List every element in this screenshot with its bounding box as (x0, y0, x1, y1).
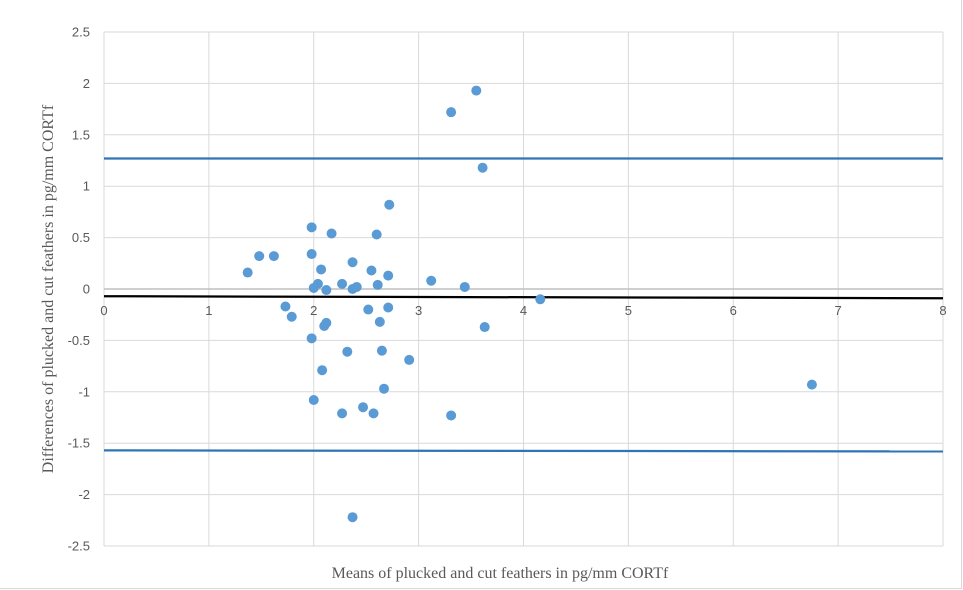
data-point (368, 408, 379, 419)
y-tick-label: 1 (83, 179, 90, 194)
data-point (268, 251, 279, 262)
x-tick-label: 4 (520, 303, 527, 318)
data-point (280, 301, 291, 312)
y-tick-label: 2 (83, 76, 90, 91)
data-point (426, 275, 437, 286)
data-point (312, 278, 323, 289)
x-tick-label: 0 (100, 303, 107, 318)
y-tick-label: -1 (78, 384, 90, 399)
data-point (477, 162, 488, 173)
y-axis-title: Differences of plucked and cut feathers … (40, 104, 57, 473)
data-point (317, 365, 328, 376)
y-tick-label: -1.5 (68, 436, 90, 451)
x-tick-label: 3 (415, 303, 422, 318)
x-tick-label: 5 (625, 303, 632, 318)
data-point (351, 281, 362, 292)
data-point (347, 512, 358, 523)
data-point (471, 85, 482, 96)
data-point (286, 311, 297, 322)
data-point (383, 302, 394, 313)
data-point (372, 279, 383, 290)
lower-limit-line (103, 449, 944, 453)
data-point (379, 383, 390, 394)
data-point (363, 304, 374, 315)
data-point (306, 249, 317, 260)
data-point (404, 354, 415, 365)
data-point (306, 222, 317, 233)
data-point (326, 228, 337, 239)
data-point (366, 265, 377, 276)
data-point (306, 333, 317, 344)
y-tick-label: 0 (83, 282, 90, 297)
data-point (321, 317, 332, 328)
reference-lines (103, 157, 944, 453)
data-point (384, 199, 395, 210)
x-tick-label: 6 (730, 303, 737, 318)
gridlines (103, 31, 944, 547)
x-tick-label: 2 (310, 303, 317, 318)
data-point (337, 278, 348, 289)
data-point (347, 257, 358, 268)
data-point (479, 322, 490, 333)
y-tick-label: 2.5 (72, 25, 90, 40)
y-tick-label: -2.5 (68, 539, 90, 554)
x-tick-label: 1 (205, 303, 212, 318)
data-point (342, 346, 353, 357)
x-tick-label: 8 (939, 303, 946, 318)
data-point (446, 410, 457, 421)
mean-difference-line (103, 295, 944, 300)
y-tick-label: -2 (78, 487, 90, 502)
x-tick-labels: 0 1 2 3 4 5 6 7 8 (100, 303, 946, 318)
data-point (535, 294, 546, 305)
data-point (358, 402, 369, 413)
data-point (337, 408, 348, 419)
data-points (242, 85, 817, 523)
data-point (321, 285, 332, 296)
y-tick-labels: 2.5 2 1.5 1 0.5 0 -0.5 -1 -1.5 -2 -2.5 (68, 25, 90, 554)
data-point (371, 229, 382, 240)
y-tick-label: 0.5 (72, 230, 90, 245)
data-point (383, 270, 394, 281)
data-point (254, 251, 265, 262)
y-tick-label: 1.5 (72, 127, 90, 142)
data-point (374, 316, 385, 327)
x-axis-title: Means of plucked and cut feathers in pg/… (332, 565, 669, 582)
data-point (446, 107, 457, 118)
data-point (806, 379, 817, 390)
y-tick-label: -0.5 (68, 333, 90, 348)
data-point (459, 281, 470, 292)
data-point (242, 267, 253, 278)
data-point (308, 395, 319, 406)
x-tick-label: 7 (835, 303, 842, 318)
data-point (316, 264, 327, 275)
data-point (376, 345, 387, 356)
